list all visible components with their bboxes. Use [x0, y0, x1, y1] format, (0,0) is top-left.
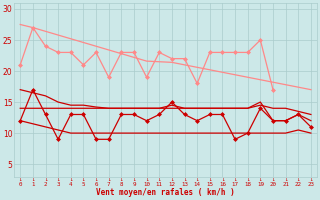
- X-axis label: Vent moyen/en rafales ( km/h ): Vent moyen/en rafales ( km/h ): [96, 188, 235, 197]
